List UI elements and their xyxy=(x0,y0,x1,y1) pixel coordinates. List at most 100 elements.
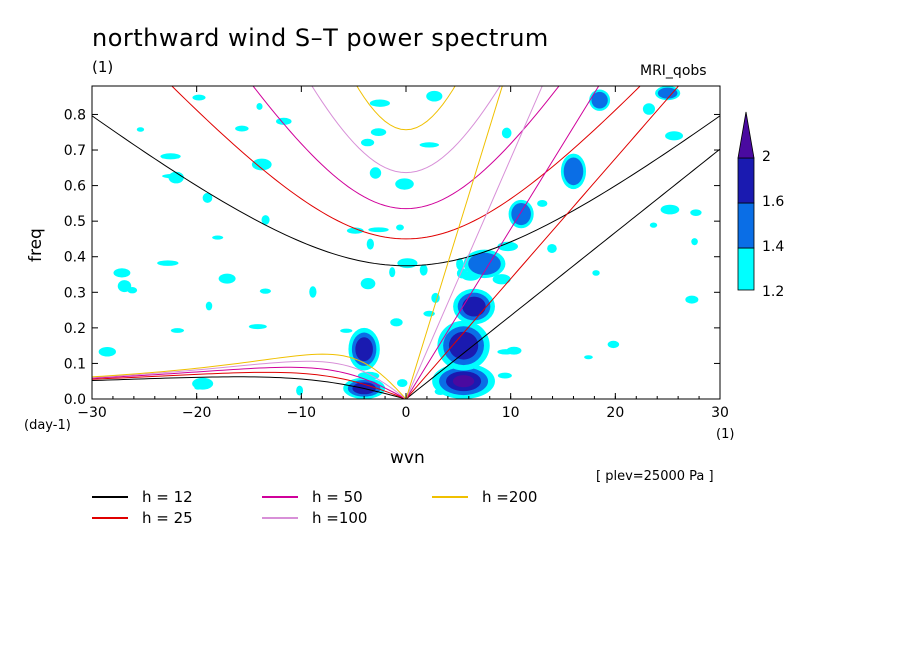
contour-patch xyxy=(497,349,515,355)
legend-swatch xyxy=(92,496,128,498)
units-label: (1) xyxy=(92,58,114,76)
y-tick-label: 0.1 xyxy=(64,356,86,372)
contour-patch xyxy=(419,264,428,276)
contour-patch xyxy=(396,224,404,231)
contour-patch xyxy=(497,372,512,379)
contour-patch xyxy=(390,318,403,327)
contour-blob xyxy=(511,202,531,226)
kelvin-curve-h100 xyxy=(405,86,543,399)
contour-patch xyxy=(192,94,206,101)
contour-patch xyxy=(369,167,382,179)
y-axis-label: freq xyxy=(26,228,46,262)
contour-patch xyxy=(251,158,272,171)
gravity-curve-h100 xyxy=(311,86,501,174)
legend-label: h =100 xyxy=(312,509,368,527)
contour-blob xyxy=(462,296,486,317)
contour-patch xyxy=(136,127,145,132)
y-tick-label: 0.8 xyxy=(64,107,86,123)
contour-patch xyxy=(205,301,213,311)
y-tick-label: 0.2 xyxy=(64,321,86,337)
x-unit-label: (1) xyxy=(716,427,735,442)
contour-blob xyxy=(452,375,475,388)
contour-patch xyxy=(366,238,374,250)
x-axis-label: wvn xyxy=(390,448,425,468)
legend-swatch xyxy=(262,496,298,498)
colorbar-segment xyxy=(737,247,755,291)
contour-patch xyxy=(368,227,389,233)
legend-swatch xyxy=(262,517,298,519)
contour-patch xyxy=(497,241,518,252)
kelvin-curve-h200 xyxy=(405,86,503,399)
contour-patch xyxy=(194,385,202,390)
contour-patch xyxy=(98,346,116,357)
x-tick-label: −30 xyxy=(77,405,107,421)
gravity-curve-h200 xyxy=(356,86,456,131)
contour-patch xyxy=(117,280,132,293)
legend-label: h = 12 xyxy=(142,488,193,506)
contour-patch xyxy=(690,209,702,216)
contour-patch xyxy=(256,103,263,110)
contour-patch xyxy=(537,200,548,207)
legend-label: h = 50 xyxy=(312,488,363,506)
contour-patch xyxy=(607,340,620,349)
contour-patch xyxy=(360,138,375,147)
pressure-level-label: [ plev=25000 Pa ] xyxy=(596,469,714,484)
contour-patch xyxy=(649,222,658,228)
contour-patch xyxy=(235,125,249,132)
colorbar-segment xyxy=(737,202,755,249)
contour-patch xyxy=(395,178,414,190)
colorbar-tick-label: 1.2 xyxy=(762,284,785,300)
kelvin-curve-h12 xyxy=(405,148,720,399)
contour-patch xyxy=(389,267,396,278)
y-tick-label: 0.3 xyxy=(64,285,86,301)
legend-item: h = 12 xyxy=(92,488,193,506)
contour-patch xyxy=(501,127,512,139)
chart-title: northward wind S–T power spectrum xyxy=(92,24,549,52)
contour-patch xyxy=(160,153,181,160)
contour-patch xyxy=(202,192,213,203)
colorbar-tick-label: 1.4 xyxy=(762,239,785,255)
y-tick-label: 0.7 xyxy=(64,143,86,159)
x-tick-label: −10 xyxy=(287,405,317,421)
colorbar-arrow xyxy=(737,111,755,159)
rossby-curve-h100 xyxy=(92,360,407,399)
x-tick-label: 20 xyxy=(606,405,624,421)
x-tick-label: 30 xyxy=(711,405,729,421)
contour-patch xyxy=(547,243,557,253)
contour-patch xyxy=(168,171,184,184)
y-unit-label: (day-1) xyxy=(24,418,71,433)
y-tick-label: 0.0 xyxy=(64,392,86,408)
legend-swatch xyxy=(92,517,128,519)
colorbar-tick-label: 2 xyxy=(762,149,771,165)
contour-patch xyxy=(346,227,364,234)
contour-patch xyxy=(397,258,418,269)
legend-swatch xyxy=(432,496,468,498)
colorbar-segment xyxy=(737,157,755,204)
contour-patch xyxy=(296,385,304,396)
rossby-curve-h50 xyxy=(92,366,407,399)
plot-frame xyxy=(91,85,721,400)
contour-patch xyxy=(492,274,511,285)
contour-patch xyxy=(212,235,224,240)
contour-patch xyxy=(248,324,267,330)
contour-patch xyxy=(218,273,236,284)
contour-patch xyxy=(340,328,353,333)
legend-item: h = 25 xyxy=(92,509,193,527)
contour-patch xyxy=(691,238,698,246)
kelvin-curve-h50 xyxy=(405,86,600,399)
legend-item: h = 50 xyxy=(262,488,363,506)
rossby-curve-h12 xyxy=(92,376,407,399)
contour-patch xyxy=(419,142,440,148)
kelvin-curve-h25 xyxy=(405,86,680,399)
contour-patch xyxy=(309,286,317,298)
contour-blob xyxy=(591,91,608,109)
model-label: MRI_qobs xyxy=(640,63,707,79)
legend-label: h =200 xyxy=(482,488,538,506)
legend-label: h = 25 xyxy=(142,509,193,527)
contour-patch xyxy=(170,328,185,333)
contour-patch xyxy=(370,128,387,137)
contour-patch xyxy=(369,99,390,107)
contour-blob xyxy=(563,157,584,186)
contour-blob xyxy=(448,331,479,360)
x-tick-label: 0 xyxy=(402,405,411,421)
